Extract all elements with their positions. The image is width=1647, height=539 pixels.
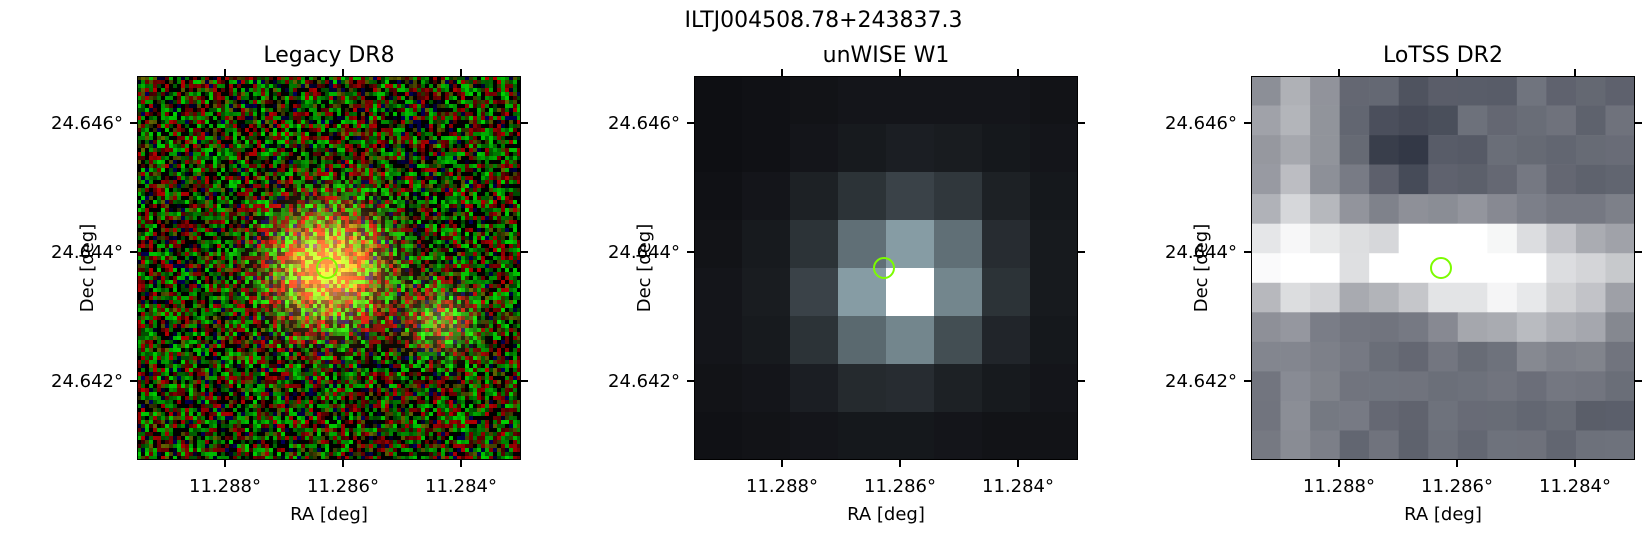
x-tick-label: 11.288° bbox=[189, 476, 261, 497]
x-axis-label: RA [deg] bbox=[1404, 504, 1482, 525]
y-tick-mark bbox=[1078, 251, 1085, 253]
y-tick-mark bbox=[1635, 380, 1642, 382]
panel-title: Legacy DR8 bbox=[263, 43, 395, 68]
y-tick-mark bbox=[1635, 122, 1642, 124]
x-tick-label: 11.284° bbox=[982, 476, 1054, 497]
y-axis-label: Dec [deg] bbox=[1191, 223, 1212, 313]
x-tick-label: 11.286° bbox=[864, 476, 936, 497]
x-tick-mark bbox=[342, 69, 344, 76]
y-tick-mark bbox=[521, 251, 528, 253]
y-tick-mark bbox=[687, 251, 694, 253]
y-tick-mark bbox=[1244, 380, 1251, 382]
lotss-cutout-image bbox=[1251, 76, 1635, 460]
x-tick-mark bbox=[899, 460, 901, 467]
x-tick-label: 11.288° bbox=[1303, 476, 1375, 497]
x-tick-mark bbox=[1338, 460, 1340, 467]
y-tick-label: 24.642° bbox=[608, 371, 680, 392]
y-tick-mark bbox=[1244, 122, 1251, 124]
y-tick-mark bbox=[687, 380, 694, 382]
y-tick-mark bbox=[521, 380, 528, 382]
x-tick-mark bbox=[224, 460, 226, 467]
x-tick-mark bbox=[224, 69, 226, 76]
x-tick-mark bbox=[460, 460, 462, 467]
y-tick-label: 24.644° bbox=[51, 242, 123, 263]
x-axis-label: RA [deg] bbox=[847, 504, 925, 525]
y-tick-mark bbox=[1078, 380, 1085, 382]
x-tick-mark bbox=[1338, 69, 1340, 76]
x-tick-mark bbox=[460, 69, 462, 76]
y-tick-mark bbox=[1635, 251, 1642, 253]
y-tick-mark bbox=[130, 122, 137, 124]
x-tick-label: 11.284° bbox=[1539, 476, 1611, 497]
x-tick-mark bbox=[1456, 69, 1458, 76]
x-tick-mark bbox=[342, 460, 344, 467]
y-tick-label: 24.642° bbox=[1165, 371, 1237, 392]
x-tick-mark bbox=[1574, 69, 1576, 76]
y-tick-mark bbox=[687, 122, 694, 124]
x-tick-label: 11.286° bbox=[307, 476, 379, 497]
y-tick-mark bbox=[130, 251, 137, 253]
x-tick-mark bbox=[781, 69, 783, 76]
x-tick-mark bbox=[781, 460, 783, 467]
x-tick-label: 11.286° bbox=[1421, 476, 1493, 497]
y-axis-label: Dec [deg] bbox=[634, 223, 655, 313]
y-tick-label: 24.644° bbox=[1165, 242, 1237, 263]
y-tick-label: 24.646° bbox=[608, 113, 680, 134]
x-tick-mark bbox=[1017, 69, 1019, 76]
y-tick-label: 24.644° bbox=[608, 242, 680, 263]
x-tick-mark bbox=[1017, 460, 1019, 467]
panel-lotss-dr2: LoTSS DR2 RA [deg] Dec [deg] 11.288° 11.… bbox=[1165, 43, 1642, 525]
source-position-marker bbox=[873, 257, 895, 279]
x-tick-label: 11.284° bbox=[425, 476, 497, 497]
y-tick-label: 24.646° bbox=[51, 113, 123, 134]
y-tick-mark bbox=[1078, 122, 1085, 124]
y-tick-mark bbox=[521, 122, 528, 124]
y-tick-label: 24.642° bbox=[51, 371, 123, 392]
y-tick-mark bbox=[1244, 251, 1251, 253]
figure-title: ILTJ004508.78+243837.3 bbox=[684, 8, 963, 33]
source-position-marker bbox=[1430, 257, 1452, 279]
x-tick-mark bbox=[899, 69, 901, 76]
source-position-marker bbox=[316, 257, 338, 279]
x-tick-mark bbox=[1456, 460, 1458, 467]
legacy-cutout-image bbox=[137, 76, 521, 460]
panel-title: LoTSS DR2 bbox=[1383, 43, 1503, 68]
y-tick-mark bbox=[130, 380, 137, 382]
y-tick-label: 24.646° bbox=[1165, 113, 1237, 134]
x-axis-label: RA [deg] bbox=[290, 504, 368, 525]
x-tick-label: 11.288° bbox=[746, 476, 818, 497]
panel-title: unWISE W1 bbox=[822, 43, 950, 68]
x-tick-mark bbox=[1574, 460, 1576, 467]
unwise-cutout-image bbox=[694, 76, 1078, 460]
panel-unwise-w1: unWISE W1 RA [deg] Dec [deg] 11.288° 11.… bbox=[608, 43, 1085, 525]
y-axis-label: Dec [deg] bbox=[77, 223, 98, 313]
panel-legacy-dr8: Legacy DR8 RA [deg] Dec [deg] 11.288° 11… bbox=[51, 43, 528, 525]
